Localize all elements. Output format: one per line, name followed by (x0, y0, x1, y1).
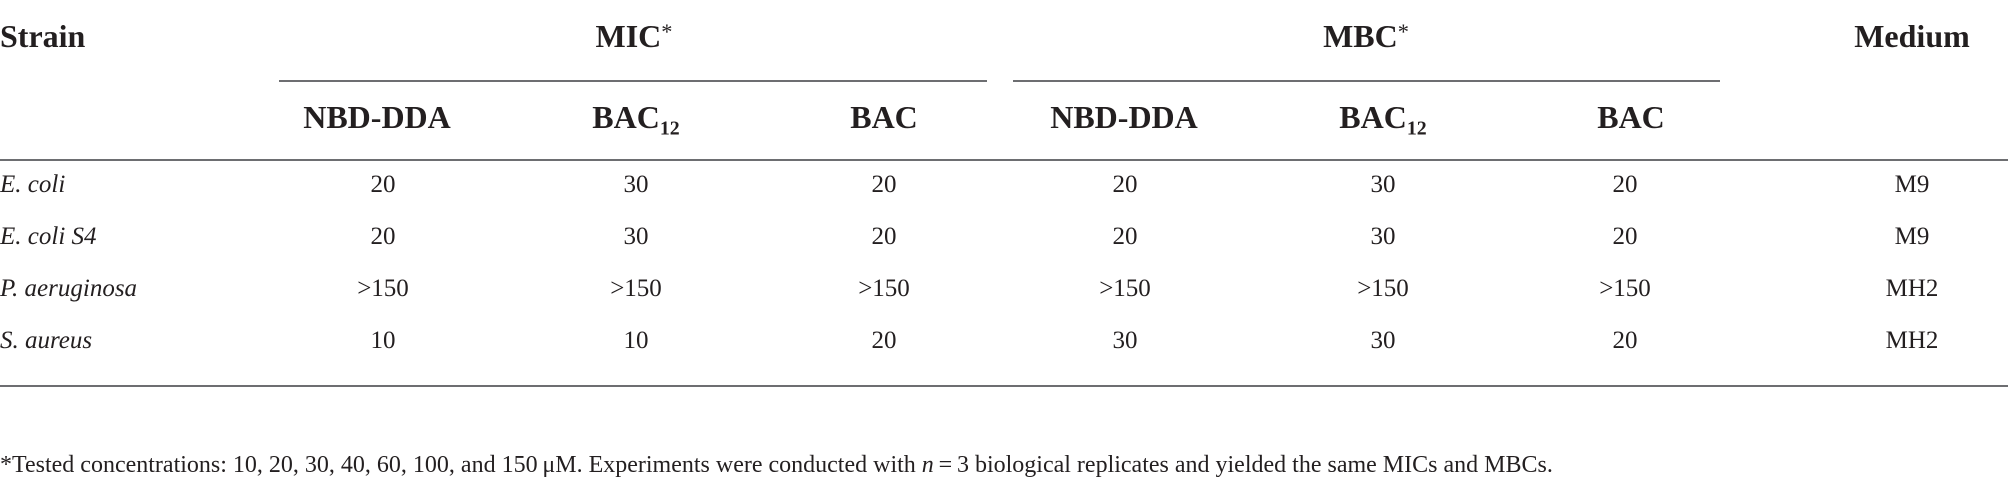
header-subcol: NBD-DDA (1050, 99, 1198, 135)
value-cell: 20 (1112, 223, 1138, 250)
table-bottom-rule (0, 385, 2008, 387)
footnote-text-part1: Tested concentrations: 10, 20, 30, 40, 6… (12, 452, 922, 478)
value-cell: 20 (871, 171, 897, 198)
strain-cell: S. aureus (0, 327, 93, 354)
header-medium: Medium (1854, 18, 1970, 54)
header-bottom-rule (0, 159, 2008, 161)
value-cell: 20 (370, 171, 396, 198)
value-cell: >150 (610, 275, 662, 302)
strain-cell: E. coli S4 (0, 223, 97, 250)
value-cell: 20 (871, 223, 897, 250)
value-cell: 20 (1612, 327, 1638, 354)
value-cell: 30 (623, 223, 649, 250)
value-cell: 30 (1370, 223, 1396, 250)
header-mic-marker: * (661, 19, 673, 45)
footnote-text-part2: = 3 biological replicates and yielded th… (933, 452, 1553, 478)
header-strain: Strain (0, 18, 86, 54)
header-mic-label: MIC (595, 18, 662, 54)
value-cell: 20 (871, 327, 897, 354)
header-subcol: BAC (850, 99, 918, 135)
header-mbc-marker: * (1397, 19, 1409, 45)
value-cell: 30 (1112, 327, 1138, 354)
mbc-spanner-rule (1013, 80, 1720, 82)
value-cell: 20 (1612, 171, 1638, 198)
value-cell: 20 (370, 223, 396, 250)
medium-cell: MH2 (1885, 327, 1939, 354)
medium-cell: MH2 (1885, 275, 1939, 302)
value-cell: 20 (1612, 223, 1638, 250)
footnote-variable-n: n (921, 452, 934, 478)
header-subcol: BAC (1597, 99, 1665, 135)
header-mic-group: MIC* (596, 20, 673, 52)
value-cell: >150 (1599, 275, 1651, 302)
value-cell: >150 (858, 275, 910, 302)
value-cell: >150 (1099, 275, 1151, 302)
header-mbc-group: MBC* (1323, 20, 1409, 52)
header-mbc-label: MBC (1323, 18, 1398, 54)
value-cell: >150 (1357, 275, 1409, 302)
table-footnote: *Tested concentrations: 10, 20, 30, 40, … (0, 453, 1553, 477)
strain-cell: E. coli (0, 171, 66, 198)
value-cell: 30 (1370, 327, 1396, 354)
strain-cell: P. aeruginosa (0, 275, 138, 302)
medium-cell: M9 (1894, 223, 1930, 250)
value-cell: 20 (1112, 171, 1138, 198)
header-subcol: BAC12 (1339, 99, 1427, 140)
medium-cell: M9 (1894, 171, 1930, 198)
mic-spanner-rule (279, 80, 987, 82)
value-cell: 10 (623, 327, 649, 354)
value-cell: 30 (1370, 171, 1396, 198)
header-subcol: BAC12 (592, 99, 680, 140)
value-cell: 30 (623, 171, 649, 198)
value-cell: 10 (370, 327, 396, 354)
footnote-marker: * (0, 452, 12, 478)
value-cell: >150 (357, 275, 409, 302)
header-subcol: NBD-DDA (303, 99, 451, 135)
